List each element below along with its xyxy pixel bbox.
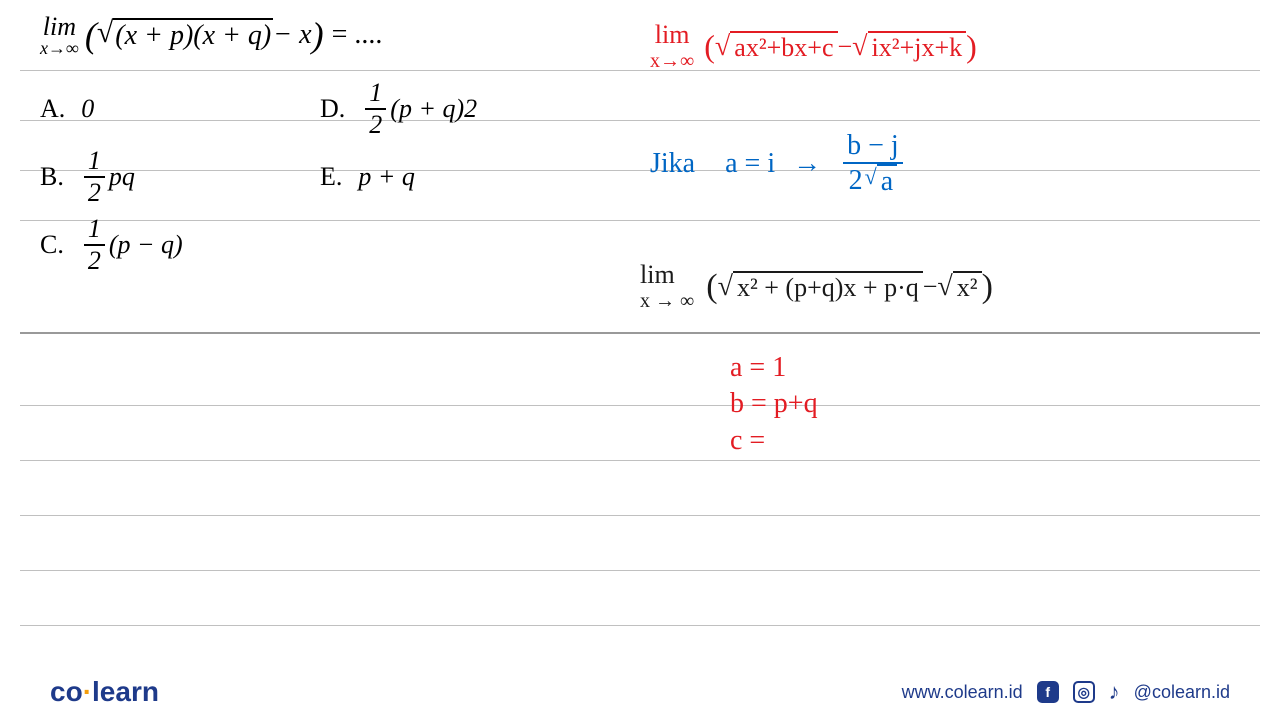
hw-black-applied: lim x → ∞ ( √x² + (p+q)x + p·q − √x² ) xyxy=(640,260,993,313)
option-a: A. 0 xyxy=(40,78,310,140)
hw-red-formula: lim x→∞ ( √ax²+bx+c − √ix²+jx+k ) xyxy=(650,20,977,73)
question-expression: lim x→∞ ( √ (x + p)(x + q) − x ) = .... xyxy=(40,10,620,60)
hw-blue-rule: Jika a = i → b − j 2 √a xyxy=(650,130,907,198)
footer-handle: @colearn.id xyxy=(1134,682,1230,703)
equals: = .... xyxy=(332,19,383,51)
option-b: B. 1 2 pq xyxy=(40,146,310,208)
hw-red-vars: a = 1 b = p+q c = xyxy=(730,350,818,459)
option-c: C. 1 2 (p − q) xyxy=(40,214,310,276)
rparen: ) xyxy=(312,14,324,56)
footer: co·learn www.colearn.id f ◎ ♪ @colearn.i… xyxy=(50,676,1230,708)
instagram-icon: ◎ xyxy=(1073,681,1095,703)
sqrt-body: (x + p)(x + q) xyxy=(113,18,273,52)
brand-logo: co·learn xyxy=(50,676,159,708)
option-d: D. 1 2 (p + q)2 xyxy=(320,78,610,140)
var-a: a = 1 xyxy=(730,350,818,386)
footer-right: www.colearn.id f ◎ ♪ @colearn.id xyxy=(902,681,1230,703)
facebook-icon: f xyxy=(1037,681,1059,703)
after-sqrt: − x xyxy=(273,19,311,51)
var-c: c = xyxy=(730,423,818,459)
lim-sub: x→∞ xyxy=(40,38,79,59)
options-grid: A. 0 D. 1 2 (p + q)2 B. 1 2 pq E. p + q … xyxy=(40,78,620,276)
option-e: E. p + q xyxy=(320,146,610,208)
var-b: b = p+q xyxy=(730,386,818,422)
footer-url: www.colearn.id xyxy=(902,682,1023,703)
tiktok-icon: ♪ xyxy=(1109,681,1120,703)
lparen: ( xyxy=(85,14,97,56)
problem-block: lim x→∞ ( √ (x + p)(x + q) − x ) = .... … xyxy=(40,10,620,276)
